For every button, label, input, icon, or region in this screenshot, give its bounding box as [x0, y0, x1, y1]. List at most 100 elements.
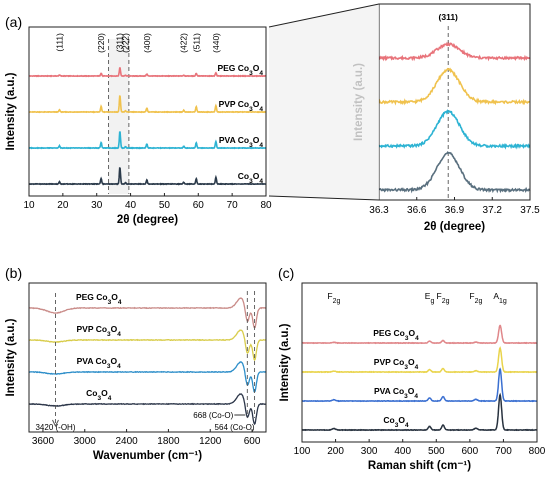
label-text: O: [111, 292, 118, 302]
raman-mode-label: F2g: [469, 291, 482, 305]
zoom-series-0: [378, 151, 531, 194]
subscript: 3: [404, 393, 408, 400]
subscript: 3: [405, 335, 409, 342]
label-text: PEG Co: [76, 292, 108, 302]
x-tick-label: 36.6: [407, 205, 427, 216]
xrd-series-label: PVA Co3O4: [219, 135, 263, 149]
x-tick-label: 1200: [199, 436, 222, 447]
peak-label: (311): [115, 33, 125, 52]
x-tick-label: 600: [244, 436, 261, 447]
label-text: PVP Co: [76, 324, 107, 334]
annotation-oh: 3420 (-OH): [35, 423, 75, 432]
raman-series-label: PVP Co3O4: [374, 357, 419, 371]
x-tick-label: 400: [394, 446, 411, 457]
mode-symbol: E: [425, 291, 431, 301]
xrd-series-label: PVP Co3O4: [219, 99, 264, 113]
panel-label: (a): [5, 14, 22, 30]
peak-label: (511): [191, 33, 201, 52]
x-tick-label: 1800: [157, 436, 180, 447]
x-tick-label: 70: [227, 200, 239, 211]
label-text: PVA Co: [77, 356, 107, 366]
subscript: 4: [415, 335, 419, 342]
oh-arrow-head: [52, 419, 59, 428]
x-tick-label: 50: [159, 200, 171, 211]
zoom-series-2: [378, 67, 531, 106]
mode-symbol: F: [469, 291, 474, 301]
ftir-series-0: [28, 393, 267, 426]
subscript: 3: [97, 395, 101, 402]
annotation-co-o-668: 668 (Co-O): [193, 411, 233, 420]
x-tick-label: 700: [495, 446, 512, 457]
panel-a-zoom: (311)36.336.636.937.237.52θ (degree)Inte…: [353, 3, 540, 233]
xrd-series-3: [28, 67, 267, 78]
panel-label: (c): [278, 265, 294, 281]
subscript: 4: [259, 178, 263, 185]
label-text: O: [101, 388, 108, 398]
peak-label: (111): [54, 33, 64, 52]
x-tick-label: 36.9: [445, 205, 465, 216]
plot-frame: [28, 26, 267, 197]
mode-subscript: g: [430, 298, 434, 305]
xrd-series-label: Co3O4: [238, 171, 264, 185]
plot-frame: [28, 282, 267, 433]
label-text: O: [111, 356, 118, 366]
x-tick-label: 80: [260, 200, 272, 211]
label-text: Co: [383, 415, 394, 425]
label-text: PVA Co: [219, 135, 249, 145]
x-tick-label: 10: [23, 200, 35, 211]
xrd-series-0: [28, 167, 267, 186]
subscript: 4: [259, 106, 263, 113]
zoom-connector-fill: [269, 4, 379, 200]
ftir-series-label: PVP Co3O4: [76, 324, 121, 338]
subscript: 4: [415, 364, 419, 371]
subscript: 3: [107, 331, 111, 338]
x-tick-label: 3000: [74, 436, 97, 447]
x-tick-label: 200: [327, 446, 344, 457]
label-text: PEG Co: [373, 328, 405, 338]
mode-subscript: 2g: [442, 298, 450, 305]
label-text: O: [408, 386, 415, 396]
zoom-series-1: [378, 109, 531, 150]
x-tick-label: 20: [57, 200, 69, 211]
xrd-series-label: PEG Co3O4: [217, 63, 263, 77]
x-tick-label: 37.2: [483, 205, 503, 216]
subscript: 4: [405, 422, 409, 429]
mode-subscript: 2g: [475, 298, 483, 305]
label-text: O: [253, 99, 260, 109]
zoom-connectors: [268, 3, 380, 201]
raman-series-label: PEG Co3O4: [373, 328, 419, 342]
peak-label: (220): [96, 33, 106, 53]
ftir-series-1: [28, 361, 267, 393]
raman-series-label: Co3O4: [383, 415, 409, 429]
mode-symbol: F: [437, 291, 442, 301]
label-text: O: [253, 135, 260, 145]
label-text: PVP Co: [374, 357, 405, 367]
x-tick-label: 3600: [32, 436, 55, 447]
x-tick-label: 2400: [115, 436, 138, 447]
label-text: O: [408, 357, 415, 367]
x-tick-label: 37.5: [520, 205, 540, 216]
raman-mode-label: F2g: [327, 291, 340, 305]
xrd-series-2: [29, 95, 266, 114]
label-text: PVA Co: [374, 386, 404, 396]
x-tick-label: 60: [193, 200, 205, 211]
label-text: O: [111, 324, 118, 334]
y-axis-title: Intensity (a.u.): [5, 72, 17, 150]
raman-mode-label: Eg: [425, 291, 435, 305]
peak-label: (400): [142, 33, 152, 53]
x-tick-label: 30: [91, 200, 103, 211]
subscript: 3: [404, 364, 408, 371]
peak-label: (222): [120, 33, 130, 53]
xrd-series-1: [28, 131, 267, 150]
subscript: 3: [249, 106, 253, 113]
subscript: 3: [249, 70, 253, 77]
raman-series-1: [302, 367, 537, 403]
zoom-connector-bottom: [268, 195, 380, 201]
subscript: 3: [249, 142, 253, 149]
zoom-connector-top: [268, 3, 380, 28]
subscript: 3: [395, 422, 399, 429]
raman-series-label: PVA Co3O4: [374, 386, 418, 400]
